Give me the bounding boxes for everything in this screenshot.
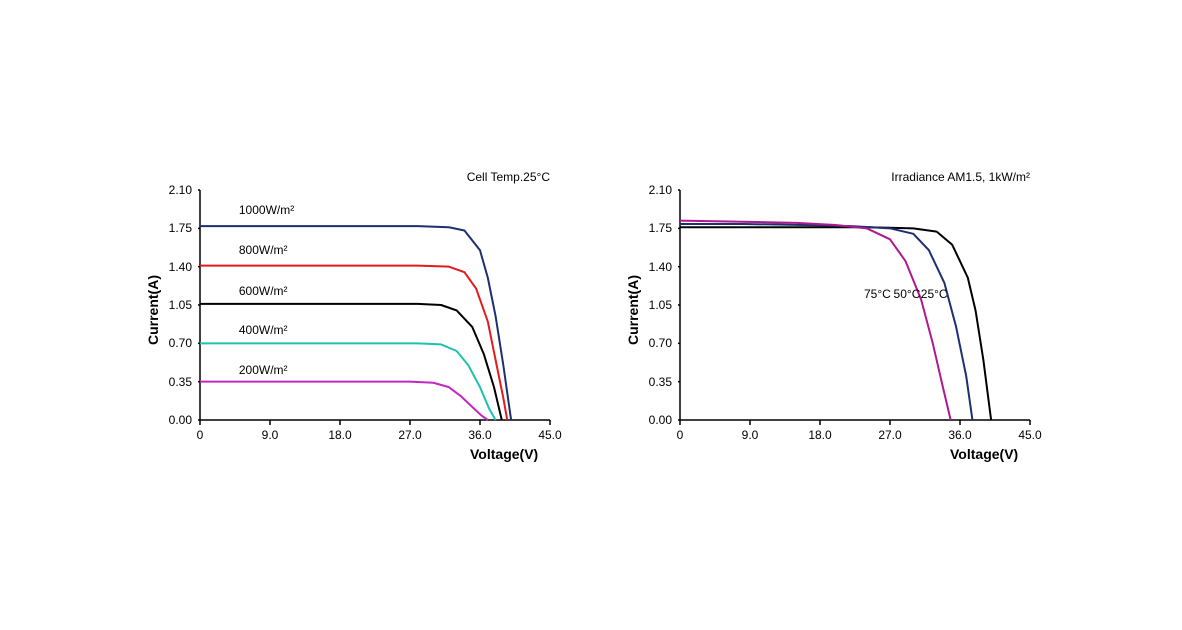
right-xtick: 18.0	[800, 428, 840, 442]
left-x-axis-label: Voltage(V)	[470, 446, 538, 462]
left-xtick: 0	[180, 428, 220, 442]
left-xtick: 27.0	[390, 428, 430, 442]
left-xtick: 18.0	[320, 428, 360, 442]
right-xtick: 36.0	[940, 428, 980, 442]
left-ytick: 1.75	[152, 221, 192, 235]
left-ytick: 1.40	[152, 260, 192, 274]
left-xtick: 36.0	[460, 428, 500, 442]
left-series-line	[200, 382, 488, 420]
charts-container: Cell Temp.25°C Current(A) Voltage(V) Irr…	[0, 0, 1182, 630]
right-plot-svg	[678, 188, 1032, 432]
left-ytick: 0.35	[152, 375, 192, 389]
right-xtick: 27.0	[870, 428, 910, 442]
right-series-line	[680, 221, 951, 420]
left-ytick: 2.10	[152, 183, 192, 197]
left-series-label: 600W/m²	[239, 284, 288, 298]
right-xtick: 0	[660, 428, 700, 442]
right-series-line	[680, 224, 972, 420]
left-plot-svg	[198, 188, 552, 432]
right-ytick: 1.40	[632, 260, 672, 274]
right-ytick: 0.00	[632, 413, 672, 427]
left-ytick: 1.05	[152, 298, 192, 312]
left-xtick: 45.0	[530, 428, 570, 442]
left-series-label: 400W/m²	[239, 323, 288, 337]
right-xtick: 9.0	[730, 428, 770, 442]
right-series-label: 75°C	[864, 287, 891, 301]
right-chart-title: Irradiance AM1.5, 1kW/m²	[870, 170, 1030, 184]
left-xtick: 9.0	[250, 428, 290, 442]
left-chart-title: Cell Temp.25°C	[390, 170, 550, 184]
left-series-label: 800W/m²	[239, 243, 288, 257]
left-ytick: 0.70	[152, 336, 192, 350]
right-series-label: 25°C	[921, 287, 948, 301]
left-ytick: 0.00	[152, 413, 192, 427]
right-ytick: 2.10	[632, 183, 672, 197]
right-ytick: 0.35	[632, 375, 672, 389]
right-series-label: 50°C	[894, 287, 921, 301]
right-xtick: 45.0	[1010, 428, 1050, 442]
right-ytick: 0.70	[632, 336, 672, 350]
left-series-label: 1000W/m²	[239, 203, 294, 217]
left-series-label: 200W/m²	[239, 363, 288, 377]
right-ytick: 1.05	[632, 298, 672, 312]
right-ytick: 1.75	[632, 221, 672, 235]
right-x-axis-label: Voltage(V)	[950, 446, 1018, 462]
